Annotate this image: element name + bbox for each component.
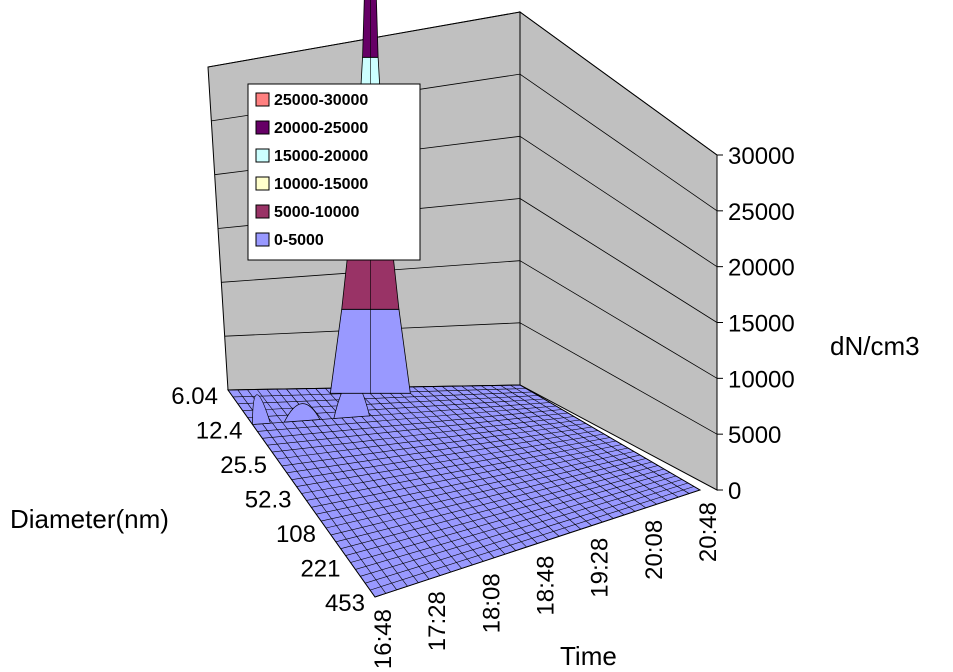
diameter-tick-label: 6.04 [171, 383, 218, 410]
floor-gridline [365, 482, 689, 584]
wall-gridline-right [519, 260, 718, 379]
legend-label: 20000-25000 [274, 120, 368, 137]
legend-swatch [255, 120, 270, 135]
floor-gridline [316, 447, 629, 515]
floor-gridline [330, 458, 647, 536]
floor-grid [227, 384, 701, 598]
floor-gridline [325, 454, 641, 529]
z-tick-label: 10000 [728, 366, 795, 393]
z-axis-title: dN/cm3 [830, 331, 920, 361]
floor-gridline [237, 391, 533, 405]
z-tick-label: 20000 [728, 255, 795, 282]
wall-gridline-right [519, 198, 718, 323]
floor-gridline [267, 412, 569, 446]
floor-gridline [311, 444, 623, 508]
floor-gridline [281, 423, 587, 467]
time-tick-label: 17:28 [424, 591, 451, 651]
floor-gridline [355, 475, 677, 570]
floor-gridline [335, 461, 653, 543]
time-tick-label: 18:08 [478, 573, 505, 633]
time-tick-label: 16:48 [370, 609, 397, 669]
time-tick-label: 20:08 [641, 520, 668, 580]
floor-gridline [272, 416, 575, 453]
diameter-tick-label: 12.4 [196, 418, 243, 445]
legend-label: 0-5000 [274, 232, 324, 249]
floor-gridline [306, 440, 617, 501]
surface-bump [283, 403, 321, 423]
floor-gridline [374, 489, 701, 598]
z-tick-label: 0 [728, 478, 741, 505]
floor-gridline [301, 437, 611, 494]
diameter-tick-label: 108 [276, 521, 316, 548]
floor-gridline [370, 486, 695, 591]
legend-swatch [255, 176, 270, 191]
legend-label: 15000-20000 [274, 148, 368, 165]
z-axis-ticks: 0 5000 10000 15000 20000 25000 30000 [717, 143, 795, 505]
diameter-tick-label: 25.5 [220, 452, 267, 479]
legend-swatch [255, 148, 270, 163]
floor-gridline [345, 468, 665, 556]
floor-gridline [257, 405, 557, 432]
diameter-tick-label: 221 [300, 556, 340, 583]
diameter-axis-ticks: 6.04 12.4 25.5 52.3 108 221 453 [171, 383, 365, 617]
legend-label: 10000-15000 [274, 176, 368, 193]
floor-gridline [291, 430, 599, 480]
legend-label: 25000-30000 [274, 92, 368, 109]
time-axis-title: Time [560, 641, 617, 671]
legend-swatch [255, 92, 270, 107]
time-tick-label: 20:48 [695, 502, 722, 562]
wall-gridline-right [519, 322, 718, 435]
legend-swatch [255, 204, 270, 219]
time-axis-ticks: 16:48 17:28 18:08 18:48 19:28 20:08 20:48 [370, 502, 722, 669]
floor-gridline [242, 395, 539, 411]
legend-label: 5000-10000 [274, 204, 360, 221]
diameter-tick-label: 52.3 [245, 487, 292, 514]
wall-gridline-right [519, 73, 718, 212]
z-tick-label: 15000 [728, 311, 795, 338]
z-tick-label: 25000 [728, 199, 795, 226]
floor-gridline [350, 472, 671, 563]
surface-bump [252, 394, 271, 425]
diameter-axis-title: Diameter(nm) [10, 504, 169, 534]
floor-gridline [321, 451, 635, 522]
time-tick-label: 19:28 [587, 538, 614, 598]
floor-gridline [360, 479, 683, 577]
wall-gridline-right [519, 11, 718, 156]
floor-gridline [286, 426, 593, 474]
legend-box [247, 83, 421, 261]
floor-gridline [262, 409, 563, 439]
floor-gridline [340, 465, 659, 549]
diameter-tick-label: 453 [325, 590, 365, 617]
z-tick-label: 5000 [728, 422, 781, 449]
time-tick-label: 18:48 [533, 556, 560, 616]
legend-swatch [255, 232, 270, 247]
wall-gridline-right [519, 135, 718, 268]
floor-gridline [296, 433, 605, 487]
floor-gridline [276, 419, 581, 460]
z-tick-label: 30000 [728, 143, 795, 170]
legend: 25000-30000 20000-25000 15000-20000 10000-1… [247, 83, 421, 261]
